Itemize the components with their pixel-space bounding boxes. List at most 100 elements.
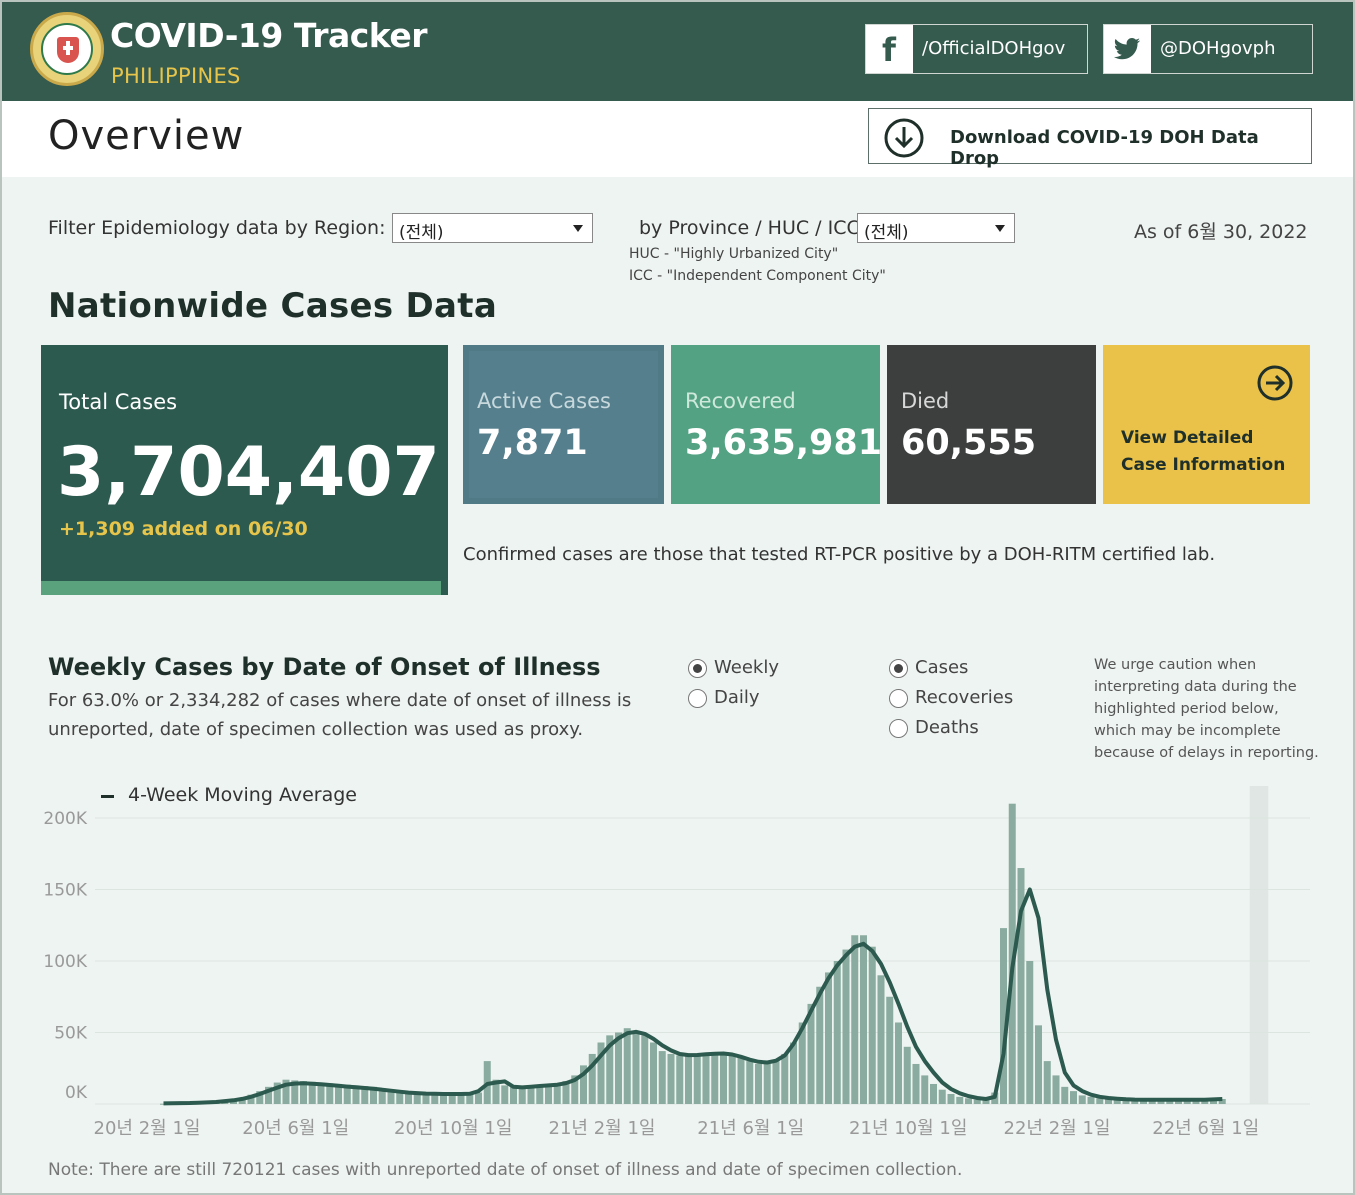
weekly-case-bar [1096,1098,1104,1104]
facebook-handle: /OfficialDOHgov [922,38,1066,59]
weekly-case-bar [308,1081,316,1104]
weekly-case-bar [798,1022,806,1104]
weekly-case-bar [851,935,859,1104]
radio-selected-icon [688,659,707,678]
weekly-case-bar [711,1053,719,1104]
weekly-case-bar [833,961,841,1104]
weekly-case-bar [763,1063,771,1104]
weekly-case-bar [580,1065,587,1104]
page-title: Overview [48,113,245,159]
weekly-case-bar [912,1063,920,1104]
weekly-case-bar [641,1035,649,1104]
weekly-case-bar [956,1096,964,1104]
weekly-case-bar [1218,1098,1226,1104]
weekly-case-bar [1008,803,1016,1104]
y-tick-label: 100K [43,952,87,972]
x-tick-label: 20년 2월 1일 [94,1118,201,1139]
weekly-case-bar [265,1086,272,1104]
region-select[interactable]: (전체) [392,213,593,243]
weekly-case-bar [693,1053,701,1104]
province-select[interactable]: (전체) [857,213,1015,243]
doh-seal-icon [30,12,104,86]
weekly-case-bar [1175,1099,1182,1104]
weekly-case-bar [1140,1099,1147,1104]
weekly-case-bar [282,1079,290,1104]
facebook-link[interactable]: f /OfficialDOHgov [865,24,1088,74]
total-cases-added: +1,309 added on 06/30 [59,518,308,540]
weekly-case-bar [1052,1075,1060,1104]
radio-daily-label: Daily [714,687,760,708]
weekly-case-bar [632,1031,640,1104]
weekly-case-bar [938,1089,946,1104]
weekly-case-bar [860,935,867,1104]
weekly-case-bar [903,1046,911,1104]
died-value: 60,555 [901,423,1037,463]
weekly-case-bar [1131,1099,1139,1104]
facebook-icon: f [866,25,913,73]
twitter-handle: @DOHgovph [1160,38,1276,59]
died-card: Died 60,555 [887,345,1096,504]
weekly-case-bar [623,1028,631,1104]
weekly-case-bar [1122,1099,1130,1104]
weekly-case-bar [930,1083,937,1104]
weekly-case-bar [588,1053,596,1104]
weekly-case-bar [982,1099,990,1104]
y-tick-label: 0K [65,1083,88,1103]
download-data-drop-button[interactable]: Download COVID-19 DOH Data Drop [868,108,1312,169]
app-title: COVID-19 Tracker [110,16,428,55]
y-tick-label: 150K [43,881,87,901]
weekly-case-bar [816,986,824,1104]
radio-unselected-icon [889,719,908,738]
weekly-case-bar [361,1086,369,1104]
weekly-case-bar [737,1056,745,1104]
weekly-case-bar [466,1093,474,1104]
weekly-case-bar [877,975,885,1104]
weekly-case-bar [667,1053,675,1104]
weekly-case-bar [1113,1099,1121,1104]
legend-moving-average-label: 4-Week Moving Average [128,784,357,806]
weekly-case-bar [597,1042,605,1104]
weekly-case-bar [273,1082,281,1104]
weekly-case-bar [825,972,832,1104]
weekly-case-bar [160,1103,167,1105]
total-cases-card: Total Cases 3,704,407 +1,309 added on 06… [41,345,448,595]
weekly-case-bar [755,1063,762,1104]
twitter-icon [1104,25,1151,73]
weekly-case-bar [1070,1091,1077,1104]
arrow-right-circle-icon [1257,365,1293,401]
weekly-case-bar [457,1093,465,1104]
weekly-case-bar [1105,1098,1112,1104]
weekly-case-bar [343,1084,351,1104]
weekly-case-bar [790,1042,797,1104]
view-detailed-label: View Detailed Case Information [1121,428,1286,475]
view-detailed-case-button[interactable]: View Detailed Case Information [1103,345,1310,504]
radio-cases-label: Cases [915,657,969,678]
weekly-case-bar [1148,1099,1156,1104]
twitter-link[interactable]: @DOHgovph [1103,24,1313,74]
weekly-case-bar [886,996,894,1104]
weekly-case-bar [387,1089,395,1104]
x-tick-label: 22년 2월 1일 [1004,1118,1111,1139]
y-tick-label: 50K [54,1024,88,1044]
weekly-case-bar [352,1085,360,1104]
weekly-case-bar [370,1086,377,1104]
died-label: Died [901,389,950,413]
x-tick-label: 20년 6월 1일 [242,1118,349,1139]
chevron-down-icon [995,225,1005,232]
x-tick-label: 21년 10월 1일 [849,1118,967,1139]
weekly-case-bar [405,1091,412,1104]
weekly-case-bar [650,1042,657,1104]
x-tick-label: 21년 6월 1일 [697,1118,804,1139]
weekly-case-bar [326,1083,334,1104]
weekly-case-bar [676,1055,684,1104]
weekly-case-bar [335,1083,342,1104]
weekly-case-bar [606,1035,614,1104]
total-cases-bar [41,581,441,595]
weekly-case-bar [527,1085,535,1104]
weekly-case-bar [553,1083,561,1104]
weekly-case-bar [1166,1099,1174,1104]
weekly-case-bar [973,1099,981,1104]
weekly-case-bar [746,1061,754,1104]
weekly-case-bar [562,1081,570,1104]
